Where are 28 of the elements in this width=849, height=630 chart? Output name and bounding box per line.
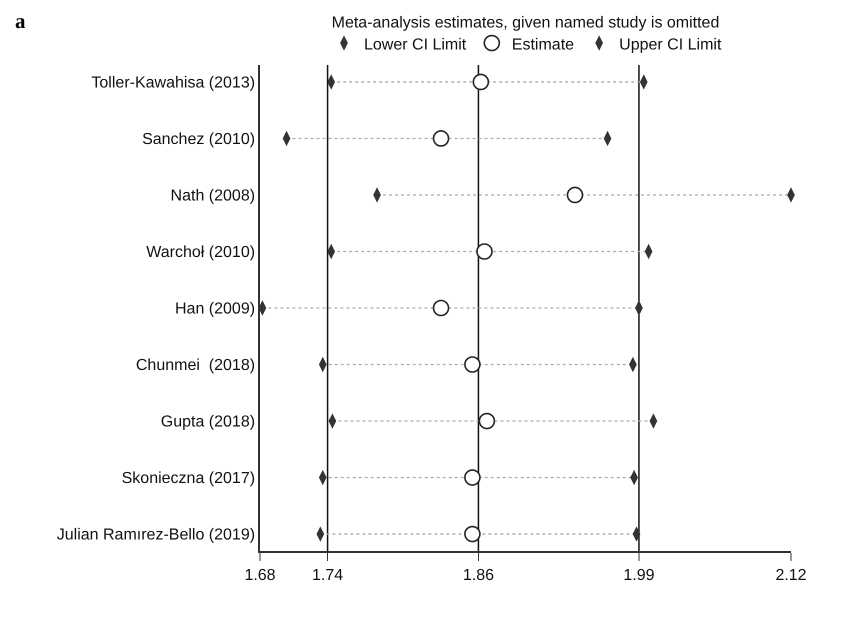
x-tick-label: 2.12 [775,566,807,584]
chart-title: Meta-analysis estimates, given named study is omitted [332,14,720,32]
point [566,186,584,204]
y-tick-label: Gupta (2018) [160,414,256,431]
y-tick-label: Toller-Kawahisa (2013) [91,74,256,92]
point [464,469,481,486]
y-tick-label: Chunmei (2018) [136,357,256,374]
point [464,356,481,373]
legend-label: Lower CI Limit [364,36,467,54]
x-tick-label: 1.68 [244,566,276,584]
point [478,412,496,430]
text: a [15,9,26,33]
x-tick-label: 1.74 [312,566,344,584]
x-tick-label: 1.86 [462,566,494,584]
y-tick-label: Warchoł (2010) [146,244,256,262]
y-tick-label: Nath (2008) [170,188,256,205]
legend-label: Estimate [512,36,574,54]
point [464,526,481,542]
y-tick-label: Julian Ramırez-Bello (2019) [56,526,256,544]
legend-label: Upper CI Limit [619,36,722,54]
y-tick-label: Skonieczna (2017) [122,470,256,488]
y-tick-label: Sanchez (2010) [142,131,256,148]
point [476,243,493,260]
y-tick-label: Han (2009) [175,300,256,318]
point [472,74,490,90]
point [432,130,450,147]
x-tick-label: 1.99 [623,566,655,584]
point [432,300,450,316]
